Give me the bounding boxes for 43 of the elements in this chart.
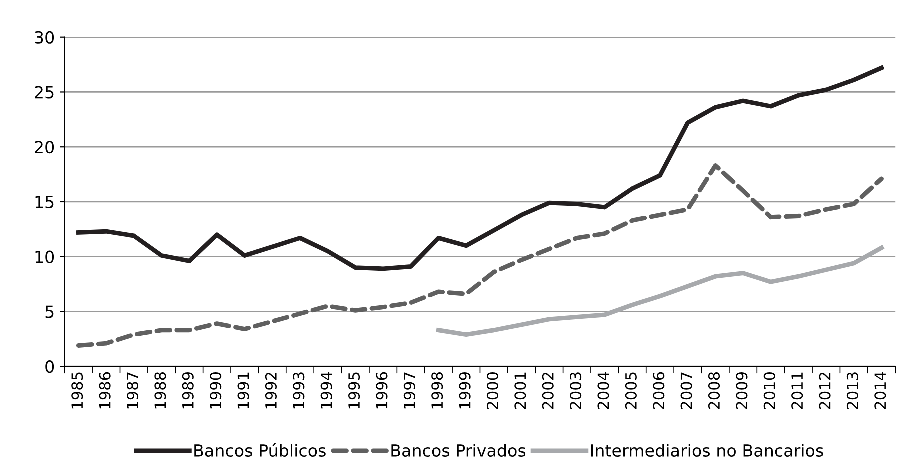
x-tick-label: 1988 <box>154 372 166 409</box>
x-tick-label: 1991 <box>238 372 250 409</box>
x-tick-label: 2014 <box>874 372 886 410</box>
x-tick-label: 1987 <box>126 372 139 409</box>
x-tick-label: 1986 <box>99 372 111 409</box>
x-tick-label: 1995 <box>348 372 360 409</box>
x-tick-label: 1996 <box>376 372 388 409</box>
x-tick-label: 1997 <box>404 372 416 409</box>
y-tick-label: 15 <box>36 196 54 209</box>
legend-label: Bancos Privados <box>392 444 526 458</box>
x-tick-label: 1989 <box>182 372 194 409</box>
legend-label: Intermediarios no Bancarios <box>591 444 824 458</box>
y-tick-label: 5 <box>46 306 54 318</box>
x-tick-label: 2007 <box>680 372 692 410</box>
x-tick-label: 1993 <box>293 372 305 409</box>
x-tick-label: 2000 <box>486 372 499 410</box>
line-series <box>76 164 884 348</box>
x-tick-label: 2011 <box>792 372 804 410</box>
y-tick-label: 20 <box>35 141 54 154</box>
x-tick-label: 2008 <box>708 372 720 410</box>
x-tick-label: 2006 <box>653 372 665 410</box>
y-tick-label: 0 <box>46 360 54 374</box>
x-tick-label: 1985 <box>72 372 84 409</box>
x-tick-label: 2005 <box>625 372 637 410</box>
legend-label: Bancos Públicos <box>194 443 326 458</box>
y-tick-label: 25 <box>35 86 54 99</box>
x-tick-label: 1992 <box>265 372 277 409</box>
x-tick-label: 2009 <box>736 372 748 410</box>
x-tick-label: 2002 <box>542 372 554 410</box>
y-tick-label: 10 <box>36 250 54 264</box>
x-tick-label: 2012 <box>819 372 831 410</box>
line-series <box>436 246 884 337</box>
x-tick-label: 1990 <box>210 372 222 409</box>
y-tick-label: 30 <box>35 31 54 44</box>
x-tick-label: 2003 <box>570 372 582 410</box>
x-tick-label: 1999 <box>459 372 471 409</box>
line-series <box>76 66 884 272</box>
x-tick-label: 1998 <box>432 372 444 409</box>
x-tick-label: 2001 <box>514 372 526 410</box>
x-tick-label: 2010 <box>764 372 776 410</box>
x-tick-label: 2013 <box>846 372 858 410</box>
x-tick-label: 1994 <box>320 372 332 409</box>
x-tick-label: 2004 <box>598 372 610 410</box>
